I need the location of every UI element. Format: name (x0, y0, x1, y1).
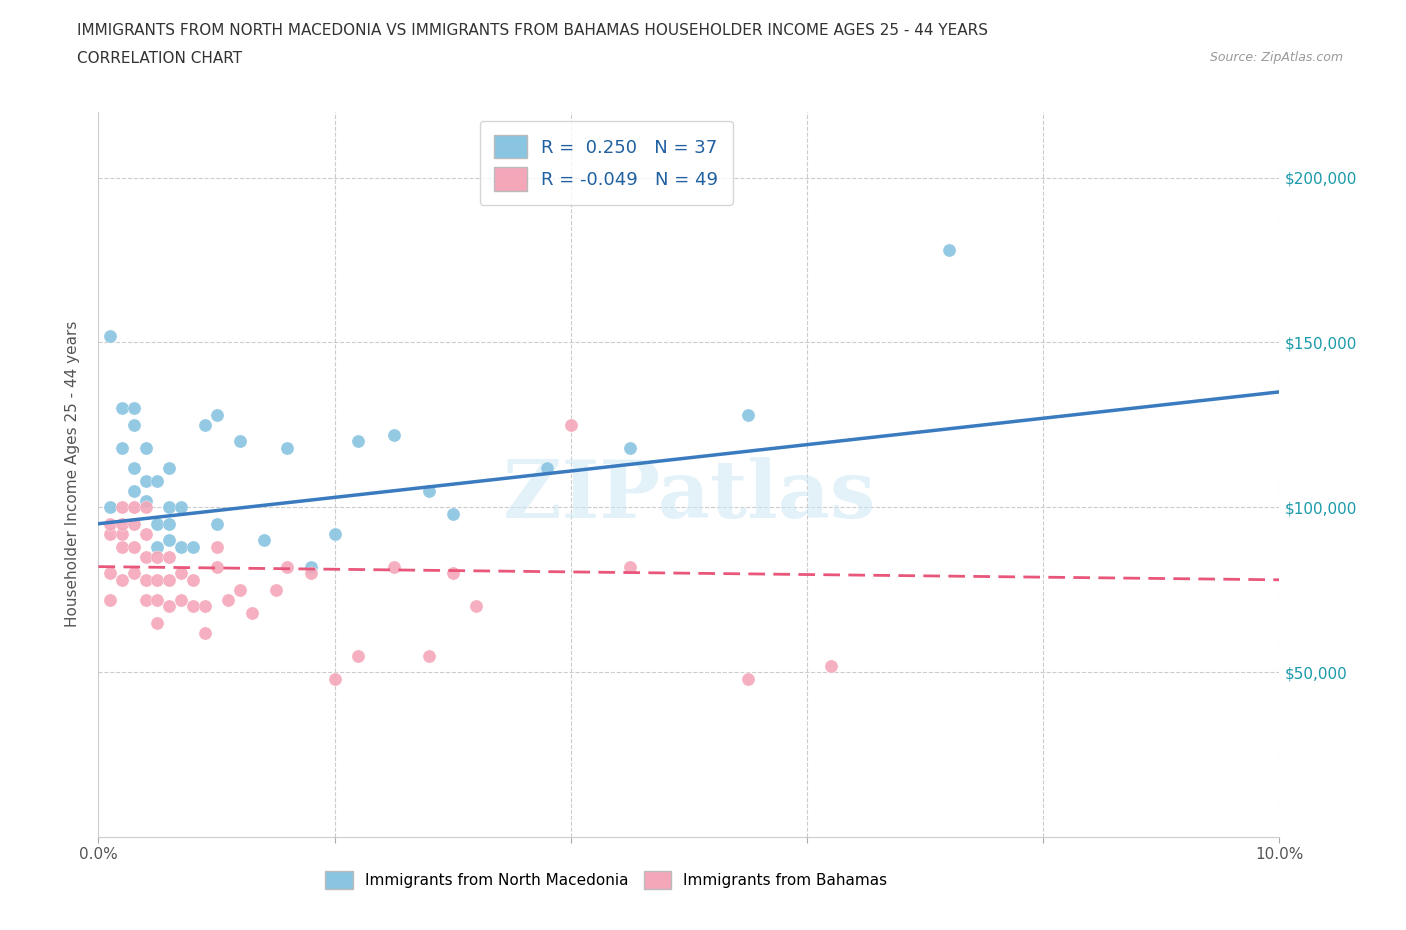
Point (146, 592, 169, 607)
Point (619, 559, 641, 574)
Point (157, 550, 180, 565)
Point (536, 460, 558, 475)
Point (122, 460, 145, 475)
Point (98, 592, 121, 607)
Point (194, 418, 217, 432)
Point (122, 516, 145, 531)
Text: CORRELATION CHART: CORRELATION CHART (77, 51, 242, 66)
Point (820, 658, 842, 673)
Point (135, 441, 157, 456)
Point (122, 539, 145, 554)
Point (157, 572, 180, 587)
Point (181, 599, 204, 614)
Y-axis label: Householder Income Ages 25 - 44 years: Householder Income Ages 25 - 44 years (65, 321, 80, 628)
Point (253, 533, 276, 548)
Point (299, 559, 322, 574)
Point (347, 434, 370, 449)
Point (146, 616, 169, 631)
Point (418, 648, 440, 663)
Point (560, 418, 582, 432)
Point (194, 599, 217, 614)
Point (111, 499, 134, 514)
Point (146, 473, 169, 488)
Point (170, 592, 193, 607)
Point (170, 499, 193, 514)
Point (157, 460, 180, 475)
Point (205, 407, 228, 422)
Point (157, 499, 180, 514)
Point (276, 441, 298, 456)
Point (382, 559, 405, 574)
Point (157, 533, 180, 548)
Point (98, 565, 121, 580)
Point (111, 539, 134, 554)
Point (157, 599, 180, 614)
Point (276, 559, 298, 574)
Point (111, 526, 134, 541)
Point (323, 526, 346, 541)
Point (619, 441, 641, 456)
Point (205, 539, 228, 554)
Point (98, 499, 121, 514)
Point (181, 572, 204, 587)
Legend: Immigrants from North Macedonia, Immigrants from Bahamas: Immigrants from North Macedonia, Immigra… (319, 865, 894, 895)
Text: Source: ZipAtlas.com: Source: ZipAtlas.com (1209, 51, 1343, 64)
Point (264, 582, 287, 597)
Text: ZIPatlas: ZIPatlas (503, 457, 875, 535)
Point (135, 499, 157, 514)
Point (205, 516, 228, 531)
Point (135, 526, 157, 541)
Point (938, 243, 960, 258)
Point (98, 328, 121, 343)
Point (465, 599, 488, 614)
Point (205, 559, 228, 574)
Point (122, 565, 145, 580)
Point (111, 516, 134, 531)
Point (146, 572, 169, 587)
Point (135, 550, 157, 565)
Point (122, 401, 145, 416)
Point (323, 671, 346, 686)
Point (98, 526, 121, 541)
Point (98, 516, 121, 531)
Point (441, 507, 464, 522)
Point (135, 572, 157, 587)
Point (170, 565, 193, 580)
Point (146, 550, 169, 565)
Point (229, 582, 252, 597)
Point (157, 516, 180, 531)
Point (194, 625, 217, 640)
Point (146, 516, 169, 531)
Point (170, 539, 193, 554)
Point (146, 539, 169, 554)
Point (299, 565, 322, 580)
Point (111, 441, 134, 456)
Point (122, 484, 145, 498)
Point (229, 434, 252, 449)
Point (418, 484, 440, 498)
Point (737, 671, 759, 686)
Point (135, 493, 157, 508)
Point (111, 572, 134, 587)
Point (217, 592, 239, 607)
Text: IMMIGRANTS FROM NORTH MACEDONIA VS IMMIGRANTS FROM BAHAMAS HOUSEHOLDER INCOME AG: IMMIGRANTS FROM NORTH MACEDONIA VS IMMIG… (77, 23, 988, 38)
Point (441, 565, 464, 580)
Point (122, 499, 145, 514)
Point (181, 539, 204, 554)
Point (135, 592, 157, 607)
Point (737, 407, 759, 422)
Point (347, 648, 370, 663)
Point (122, 418, 145, 432)
Point (111, 401, 134, 416)
Point (382, 427, 405, 442)
Point (240, 605, 263, 620)
Point (135, 473, 157, 488)
